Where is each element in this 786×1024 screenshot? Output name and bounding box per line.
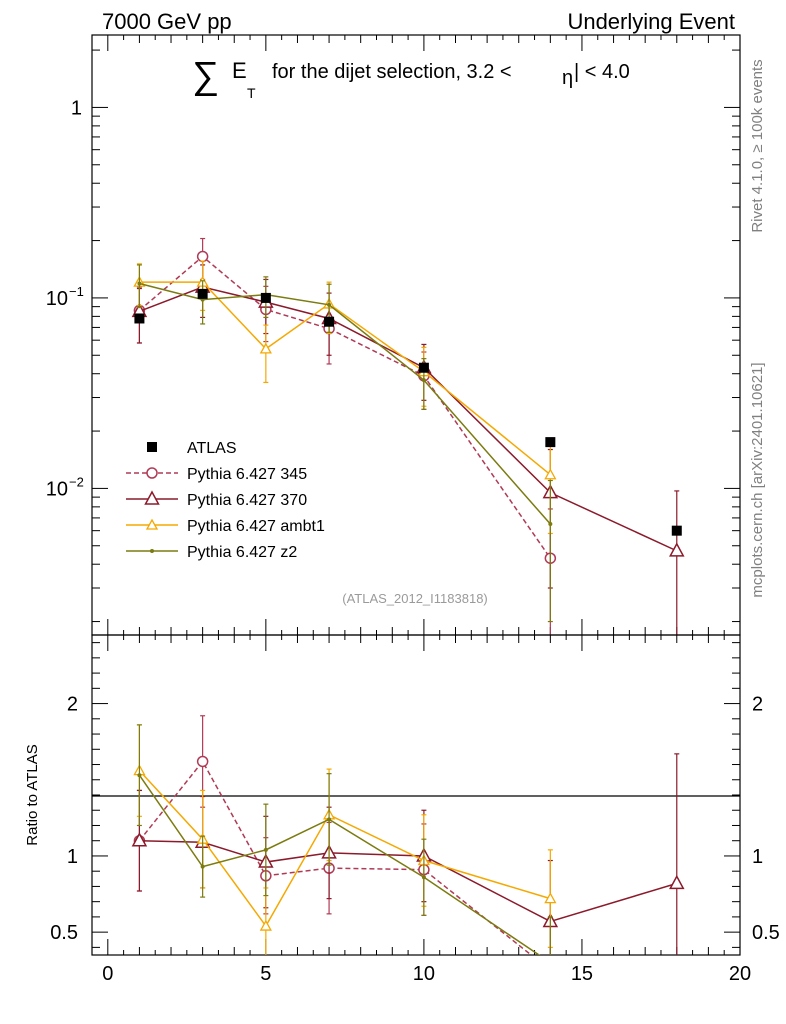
ratio-panel: 0.5 0.5 1 1 2 2 Ratio to ATLAS bbox=[24, 634, 780, 975]
ratio-frame bbox=[91, 634, 741, 956]
chart-title: ∑ E T for the dijet selection, 3.2 < η |… bbox=[192, 55, 630, 101]
header-right: Underlying Event bbox=[567, 9, 735, 34]
data-point-marker bbox=[131, 832, 148, 847]
y-tick-exponent: −2 bbox=[69, 474, 84, 489]
data-point-marker bbox=[548, 961, 552, 965]
legend-entry: Pythia 6.427 370 bbox=[126, 490, 307, 509]
data-point-marker bbox=[421, 378, 426, 383]
ratio-series-pythia-6-427-370 bbox=[131, 753, 685, 955]
data-point-marker bbox=[259, 342, 272, 354]
data-point-marker bbox=[544, 468, 557, 480]
ratio-x-ticks bbox=[107, 635, 741, 955]
atlas-data-point bbox=[134, 313, 145, 324]
ratio-series-line bbox=[138, 770, 551, 928]
ratio-y-tick-label-right: 2 bbox=[752, 694, 763, 716]
series-line bbox=[139, 282, 551, 525]
rivet-version-label: Rivet 4.1.0, ≥ 100k events bbox=[749, 59, 766, 232]
x-tick-label: 10 bbox=[413, 963, 435, 985]
analysis-label: (ATLAS_2012_I1183818) bbox=[342, 591, 488, 606]
y-tick-label: 1 bbox=[71, 97, 82, 119]
ratio-series-group bbox=[131, 715, 685, 975]
data-point-marker bbox=[548, 522, 553, 527]
y-tick-label: 10 bbox=[46, 478, 68, 500]
main-x-ticks bbox=[107, 35, 741, 635]
title-sum-symbol: ∑ bbox=[192, 55, 219, 97]
title-eta: η bbox=[562, 67, 573, 89]
mcplots-label: mcplots.cern.ch [arXiv:2401.10621] bbox=[749, 362, 766, 597]
main-y-ticks: 10 −210 −11 bbox=[46, 49, 740, 623]
data-point-marker bbox=[200, 864, 205, 869]
atlas-data-point bbox=[197, 288, 208, 299]
title-text-1: for the dijet selection, 3.2 < bbox=[272, 61, 512, 83]
legend-label: Pythia 6.427 370 bbox=[187, 492, 307, 509]
atlas-data-point bbox=[324, 316, 335, 327]
series-atlas bbox=[134, 288, 682, 536]
data-point-marker bbox=[545, 965, 555, 975]
legend-label: Pythia 6.427 z2 bbox=[187, 544, 297, 561]
ratio-y-tick-label: 2 bbox=[67, 694, 78, 716]
ratio-y-tick-label: 1 bbox=[67, 846, 78, 868]
main-panel: 10 −210 −11 (ATLAS_2012_I1183818) bbox=[46, 34, 741, 636]
legend-entry: Pythia 6.427 345 bbox=[126, 466, 307, 483]
x-tick-label: 0 bbox=[102, 963, 113, 985]
legend-marker-atlas bbox=[147, 442, 157, 452]
ratio-y-tick-label-right: 0.5 bbox=[752, 922, 780, 944]
title-text-2: | < 4.0 bbox=[574, 61, 630, 83]
atlas-data-point bbox=[418, 362, 429, 373]
ratio-y-tick-label: 0.5 bbox=[50, 922, 78, 944]
legend-entry: Pythia 6.427 ambt1 bbox=[126, 518, 325, 535]
ratio-series-line bbox=[138, 774, 541, 955]
title-e: E bbox=[232, 58, 247, 83]
data-point-marker bbox=[544, 892, 557, 904]
legend: ATLAS Pythia 6.427 345 Pythia 6.427 370 Pyt… bbox=[126, 440, 325, 561]
data-point-marker bbox=[327, 302, 332, 307]
ratio-y-ticks: 0.5 0.5 1 1 2 2 bbox=[50, 642, 780, 948]
data-point-marker bbox=[137, 281, 142, 286]
title-sub-t: T bbox=[247, 85, 256, 101]
data-point-marker bbox=[150, 549, 154, 553]
atlas-data-point bbox=[260, 292, 271, 303]
main-series-group bbox=[131, 237, 685, 635]
series-line bbox=[139, 286, 678, 552]
ratio-series-pythia-6-427-z2 bbox=[136, 724, 553, 965]
x-tick-label: 20 bbox=[729, 963, 751, 985]
legend-entry: ATLAS bbox=[147, 440, 237, 457]
x-tick-label: 5 bbox=[260, 963, 271, 985]
atlas-data-point bbox=[671, 525, 682, 536]
data-point-marker bbox=[327, 817, 332, 822]
data-point-marker bbox=[196, 755, 209, 768]
data-point-marker bbox=[144, 490, 160, 505]
ratio-y-label: Ratio to ATLAS bbox=[24, 744, 41, 845]
legend-label: Pythia 6.427 345 bbox=[187, 466, 307, 483]
legend-label: ATLAS bbox=[187, 440, 237, 457]
legend-entry: Pythia 6.427 z2 bbox=[126, 544, 297, 561]
x-tick-label: 15 bbox=[571, 963, 593, 985]
ratio-series-line bbox=[138, 760, 533, 955]
y-tick-label: 10 bbox=[46, 288, 68, 310]
series-line bbox=[138, 255, 551, 559]
header-left: 7000 GeV pp bbox=[102, 9, 232, 34]
ratio-y-tick-label-right: 1 bbox=[752, 846, 763, 868]
legend-label: Pythia 6.427 ambt1 bbox=[187, 518, 325, 535]
data-point-marker bbox=[145, 518, 159, 530]
data-point-marker bbox=[196, 250, 209, 263]
data-point-marker bbox=[137, 773, 142, 778]
x-tick-labels: 0 5 10 15 20 bbox=[102, 963, 751, 985]
y-tick-exponent: −1 bbox=[69, 284, 84, 299]
data-point-marker bbox=[669, 874, 685, 890]
data-point-marker bbox=[146, 467, 158, 479]
data-point-marker bbox=[263, 847, 268, 852]
data-point-marker bbox=[669, 542, 685, 557]
series-line bbox=[139, 281, 551, 476]
data-point-marker bbox=[259, 919, 272, 931]
data-point-marker bbox=[421, 875, 426, 880]
atlas-data-point bbox=[545, 437, 556, 448]
